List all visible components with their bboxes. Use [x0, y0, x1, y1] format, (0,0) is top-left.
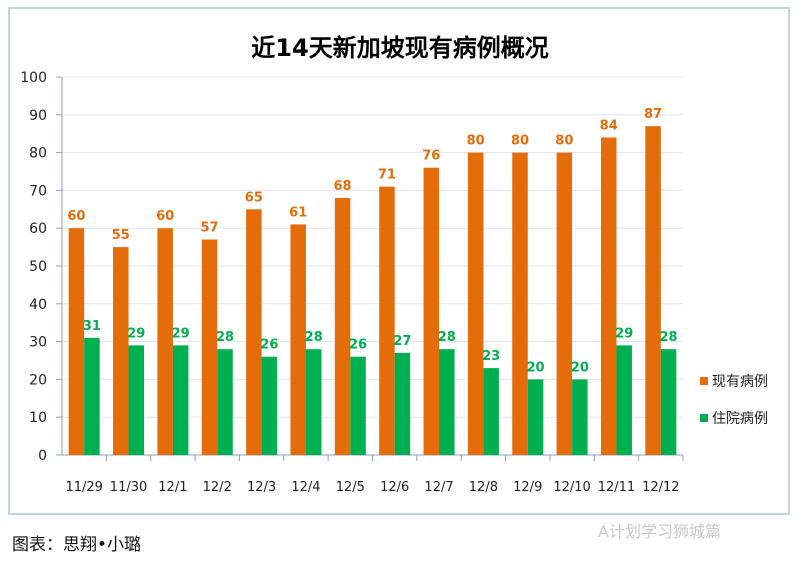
y-tick-label: 30 — [29, 335, 47, 351]
y-tick-label: 80 — [29, 146, 47, 162]
data-label: 55 — [112, 228, 130, 243]
bar-hospitalized — [217, 349, 233, 455]
bar-active — [68, 228, 85, 455]
chart-frame — [8, 7, 790, 515]
bar-active — [379, 186, 395, 455]
bar-active — [290, 224, 306, 455]
caption: 图表：思翔•小璐 — [12, 535, 142, 555]
bar-hospitalized — [483, 368, 499, 455]
data-label: 28 — [216, 330, 234, 345]
data-label: 23 — [482, 349, 500, 364]
data-label: 28 — [660, 330, 678, 345]
bar-hospitalized — [350, 356, 366, 455]
legend-label: 住院病例 — [712, 411, 768, 427]
chart-title: 近14天新加坡现有病例概况 — [251, 34, 548, 62]
data-label: 29 — [127, 326, 145, 341]
bar-hospitalized — [616, 345, 632, 455]
y-tick-label: 40 — [29, 297, 47, 313]
legend-label: 现有病例 — [712, 374, 768, 390]
bar-hospitalized — [527, 379, 544, 455]
bar-active — [201, 239, 218, 455]
data-label: 68 — [334, 179, 352, 194]
bar-active — [467, 152, 484, 455]
x-tick-label: 12/9 — [513, 480, 542, 495]
bar-hospitalized — [660, 349, 677, 455]
x-tick-label: 12/12 — [642, 480, 679, 495]
x-tick-label: 12/7 — [424, 480, 453, 495]
bar-active — [334, 197, 351, 455]
bar-hospitalized — [84, 337, 100, 455]
y-tick-label: 50 — [29, 259, 47, 275]
data-label: 84 — [600, 118, 618, 133]
y-tick-label: 0 — [38, 448, 47, 464]
x-tick-label: 12/3 — [247, 480, 276, 495]
bar-hospitalized — [128, 345, 145, 455]
bar-active — [512, 152, 528, 455]
data-label: 29 — [172, 326, 190, 341]
bar-active — [113, 247, 129, 455]
y-tick-label: 70 — [29, 183, 47, 199]
data-label: 76 — [422, 149, 440, 164]
bar-hospitalized — [394, 352, 411, 455]
data-label: 27 — [393, 334, 411, 349]
legend-swatch — [700, 377, 708, 385]
data-label: 57 — [200, 221, 218, 236]
bar-active — [600, 137, 617, 456]
x-tick-label: 11/30 — [110, 480, 147, 495]
watermark: A计划学习狮城篇 — [598, 522, 721, 541]
x-tick-label: 12/4 — [291, 480, 320, 495]
x-tick-label: 12/1 — [158, 480, 187, 495]
bar-active — [157, 228, 173, 455]
x-tick-label: 12/11 — [598, 480, 635, 495]
x-tick-label: 11/29 — [65, 480, 102, 495]
y-tick-label: 20 — [29, 372, 47, 388]
data-label: 31 — [83, 319, 101, 334]
data-label: 20 — [526, 360, 544, 375]
data-label: 60 — [156, 209, 174, 224]
y-tick-label: 60 — [29, 221, 47, 237]
data-label: 28 — [305, 330, 323, 345]
y-tick-label: 90 — [29, 108, 47, 124]
data-label: 71 — [378, 168, 396, 183]
data-label: 61 — [289, 205, 307, 220]
data-label: 87 — [644, 107, 662, 122]
data-label: 60 — [67, 209, 85, 224]
bar-hospitalized — [439, 349, 455, 455]
data-label: 65 — [245, 190, 263, 205]
data-label: 80 — [467, 134, 485, 149]
legend-swatch — [700, 414, 708, 422]
bar-hospitalized — [305, 349, 322, 455]
data-label: 20 — [571, 360, 589, 375]
x-tick-label: 12/8 — [469, 480, 498, 495]
y-tick-label: 100 — [20, 70, 47, 86]
x-tick-label: 12/2 — [203, 480, 232, 495]
bar-chart: 近14天新加坡现有病例概况 0 10 20 30 40 50 60 70 80 90 100 11/29… — [20, 34, 768, 495]
bar-active — [423, 167, 440, 455]
bar-active — [246, 209, 262, 455]
data-label: 26 — [260, 338, 278, 353]
bar-hospitalized — [572, 379, 588, 455]
x-tick-label: 12/10 — [553, 480, 590, 495]
bar-active — [645, 126, 661, 455]
bar-hospitalized — [261, 356, 278, 455]
data-label: 80 — [511, 134, 529, 149]
data-label: 80 — [555, 134, 573, 149]
bar-hospitalized — [172, 345, 189, 455]
data-label: 28 — [438, 330, 456, 345]
x-tick-label: 12/6 — [380, 480, 409, 495]
y-tick-label: 10 — [29, 410, 47, 426]
bar-active — [556, 152, 573, 455]
x-tick-label: 12/5 — [336, 480, 365, 495]
data-label: 29 — [615, 326, 633, 341]
data-label: 26 — [349, 338, 367, 353]
